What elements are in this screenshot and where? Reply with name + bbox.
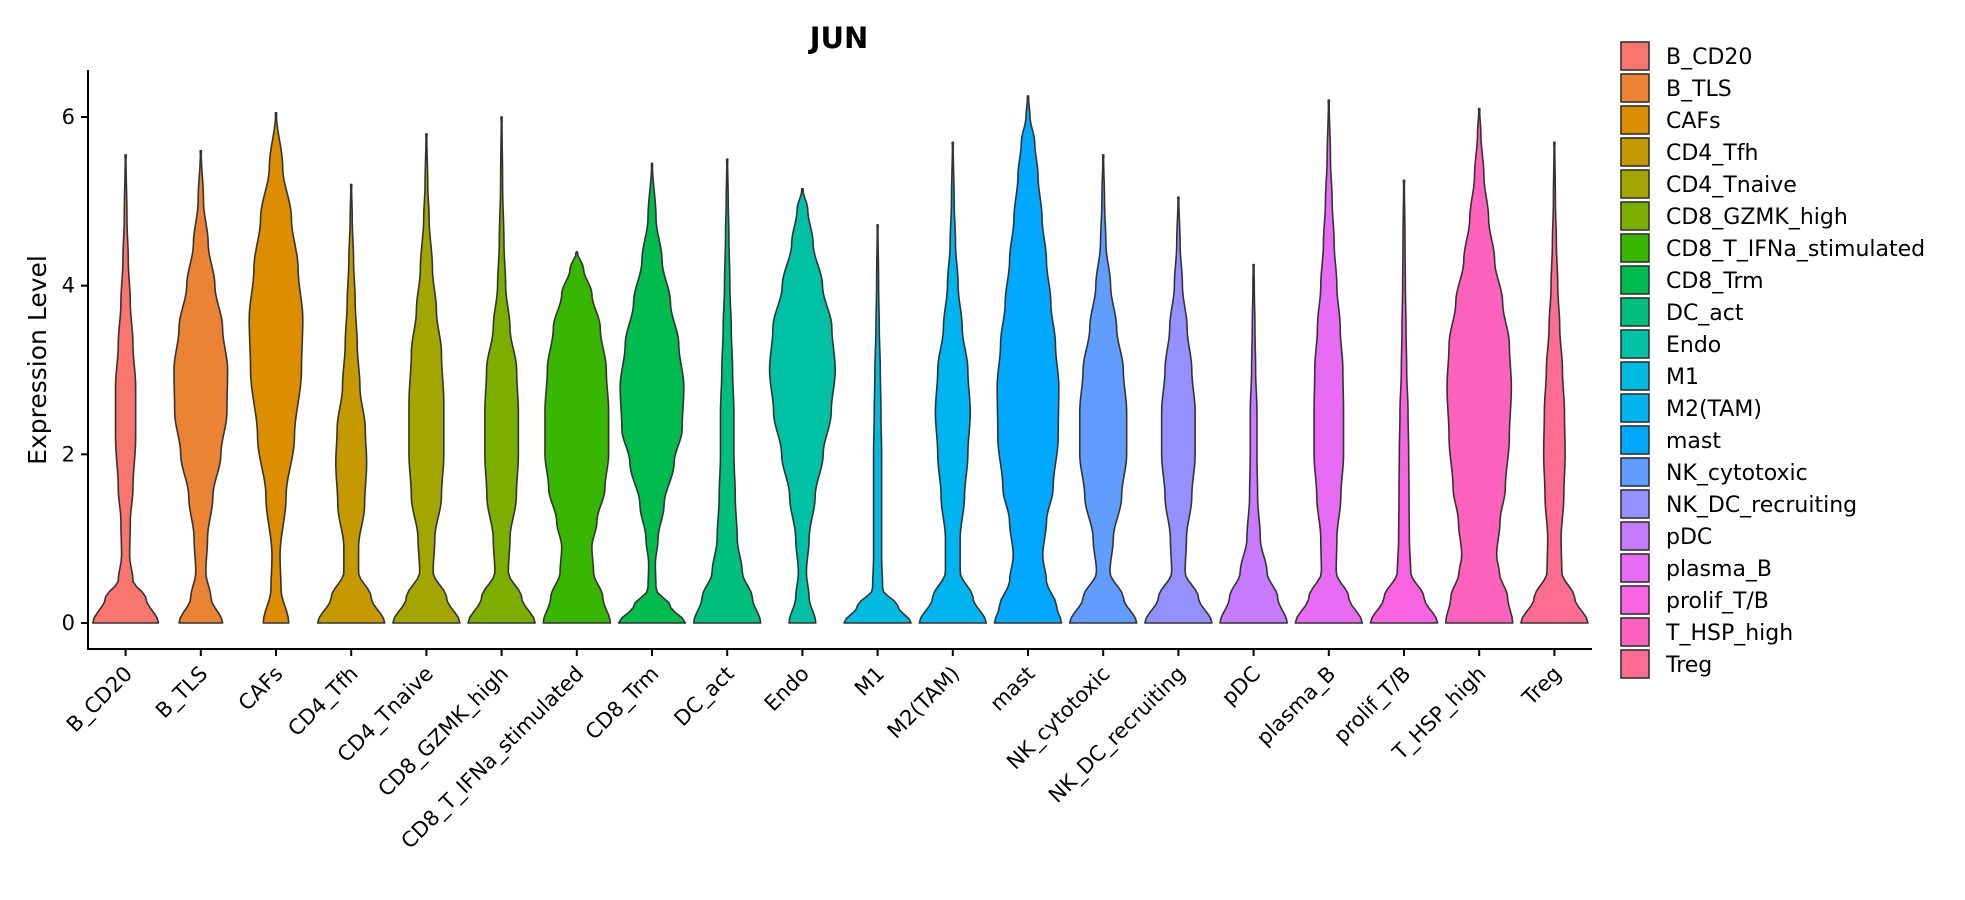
- legend-key: [1620, 361, 1650, 391]
- violin-t-hsp-high: [1444, 107, 1514, 624]
- legend-label: M1: [1666, 365, 1699, 390]
- x-tick-label: pDC: [1217, 662, 1265, 710]
- violin-cd4-tfh: [316, 183, 386, 624]
- violin-nk-cytotoxic: [1068, 154, 1138, 624]
- y-axis-ticks: 0 2 4 6: [62, 105, 88, 635]
- legend-label: CD8_Trm: [1666, 269, 1764, 294]
- violin-m1: [843, 224, 912, 624]
- chart-title: JUN: [808, 21, 869, 55]
- violin-cd8-t-ifna-stimulated: [542, 251, 612, 624]
- violin-mast: [993, 95, 1063, 624]
- violin-cafs: [248, 111, 304, 624]
- y-tick-label: 0: [62, 611, 75, 635]
- legend-label: M2(TAM): [1666, 397, 1762, 422]
- legend-label: Endo: [1666, 333, 1721, 358]
- violin-treg: [1520, 141, 1589, 624]
- legend-key: [1620, 265, 1650, 295]
- legend-key: [1620, 393, 1650, 423]
- legend-key: [1620, 585, 1650, 615]
- legend-label: B_TLS: [1666, 77, 1732, 102]
- legend-label: NK_cytotoxic: [1666, 461, 1808, 486]
- x-tick-label: M2(TAM): [883, 662, 965, 744]
- violin-plasma-b: [1294, 99, 1364, 624]
- x-tick-label: M1: [850, 662, 889, 701]
- legend-key: [1620, 233, 1650, 263]
- x-tick-label: B_TLS: [151, 662, 213, 724]
- legend-label: CD8_T_IFNa_stimulated: [1666, 237, 1925, 262]
- x-tick-label: Treg: [1517, 662, 1566, 711]
- legend-label: CD4_Tfh: [1666, 141, 1758, 166]
- legend-label: T_HSP_high: [1665, 621, 1793, 646]
- legend-key: [1620, 553, 1650, 583]
- violin-pdc: [1219, 263, 1288, 624]
- x-tick-label: Endo: [760, 662, 814, 716]
- legend: B_CD20 B_TLS CAFs CD4_Tfh CD4_Tnaive CD8_GZMK…: [1620, 41, 1925, 679]
- legend-label: CAFs: [1666, 109, 1721, 134]
- violin-nk-dc-recruiting: [1144, 196, 1213, 624]
- legend-label: Treg: [1665, 653, 1712, 678]
- y-tick-label: 4: [62, 274, 75, 298]
- legend-key: [1620, 73, 1650, 103]
- legend-key: [1620, 297, 1650, 327]
- x-tick-label: CD4_Tfh: [283, 662, 363, 742]
- legend-key: [1620, 617, 1650, 647]
- legend-key: [1620, 137, 1650, 167]
- x-tick-label: mast: [985, 662, 1039, 716]
- legend-key: [1620, 489, 1650, 519]
- x-tick-label: CD8_GZMK_high: [373, 662, 513, 802]
- y-tick-label: 6: [62, 105, 75, 129]
- legend-label: CD8_GZMK_high: [1666, 205, 1848, 230]
- legend-label: prolif_T/B: [1666, 589, 1769, 614]
- legend-key: [1620, 649, 1650, 679]
- x-tick-label: CD8_Trm: [581, 662, 665, 746]
- violin-cd4-tnaive: [392, 133, 461, 624]
- legend-label: mast: [1666, 429, 1721, 454]
- y-tick-label: 2: [62, 442, 75, 466]
- y-axis-title: Expression Level: [23, 255, 52, 465]
- x-tick-label: B_CD20: [62, 662, 138, 738]
- legend-key: [1620, 41, 1650, 71]
- legend-key: [1620, 425, 1650, 455]
- violin-cd8-trm: [617, 162, 687, 624]
- legend-label: B_CD20: [1666, 45, 1752, 70]
- legend-label: plasma_B: [1666, 557, 1772, 582]
- violin-prolif-t-b: [1369, 179, 1439, 624]
- legend-key: [1620, 329, 1650, 359]
- violin-endo: [768, 187, 836, 624]
- violin-cd8-gzmk-high: [467, 116, 536, 624]
- x-axis-ticks: B_CD20 B_TLS CAFsCD4_TfhCD4_TnaiveCD8_GZMK…: [62, 649, 1566, 854]
- legend-label: pDC: [1666, 525, 1712, 550]
- violin-b-tls: [173, 149, 229, 624]
- violin-dc-act: [692, 158, 762, 624]
- legend-label: CD4_Tnaive: [1666, 173, 1797, 198]
- legend-key: [1620, 521, 1650, 551]
- legend-key: [1620, 201, 1650, 231]
- legend-key: [1620, 169, 1650, 199]
- legend-label: DC_act: [1666, 301, 1744, 326]
- x-tick-label: plasma_B: [1252, 662, 1341, 751]
- legend-key: [1620, 457, 1650, 487]
- legend-label: NK_DC_recruiting: [1666, 493, 1857, 518]
- legend-key: [1620, 105, 1650, 135]
- plot-area: [91, 95, 1589, 624]
- x-tick-label: CAFs: [234, 662, 288, 716]
- violin-b-cd20: [91, 154, 160, 624]
- x-tick-label: DC_act: [669, 662, 739, 732]
- violin-m2-tam-: [918, 141, 988, 624]
- x-tick-label: NK_DC_recruiting: [1044, 662, 1191, 809]
